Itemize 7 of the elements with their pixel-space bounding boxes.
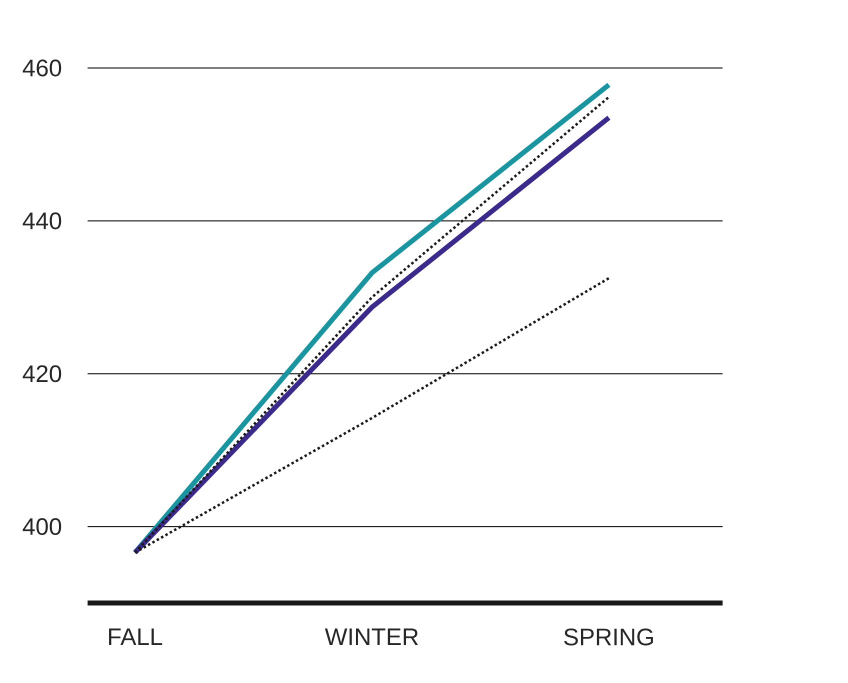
y-tick-label: 460: [22, 60, 62, 76]
x-tick-label: FALL: [109, 628, 162, 645]
y-tick-label: 400: [22, 518, 62, 536]
x-tick-label: SPRING: [564, 628, 653, 646]
y-tick-label: 440: [22, 212, 62, 230]
y-tick-label: 420: [22, 365, 62, 382]
x-tick-label: WINTER: [324, 628, 418, 645]
